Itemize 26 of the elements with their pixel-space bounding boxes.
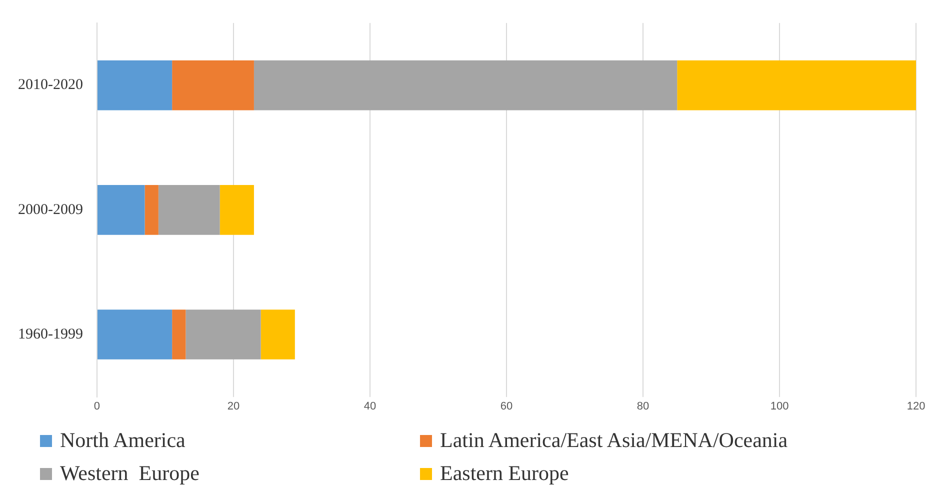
legend-label: Latin America/East Asia/MENA/Oceania <box>439 428 789 453</box>
bar <box>186 310 261 360</box>
legend-label: Eastern Europe <box>439 461 570 486</box>
x-tick-label: 0 <box>94 400 100 412</box>
bar <box>254 60 678 110</box>
x-tick-label: 80 <box>636 400 650 412</box>
bar <box>677 60 916 110</box>
y-tick-label: 2010-2020 <box>18 77 83 94</box>
bar <box>158 184 220 235</box>
legend-label: North America <box>59 428 186 453</box>
bar <box>97 310 172 360</box>
bar <box>260 310 295 360</box>
bar <box>172 310 186 360</box>
y-tick-label: 1960-1999 <box>18 326 83 342</box>
x-tick-label: 100 <box>770 400 789 412</box>
x-tick-label: 60 <box>500 400 513 412</box>
bar <box>97 184 145 235</box>
x-tick-label: 40 <box>364 400 376 412</box>
y-tick-label: 2000-2009 <box>18 202 83 218</box>
bar <box>144 184 158 235</box>
x-tick-label: 120 <box>906 400 926 412</box>
legend-label: Western Europe <box>59 461 200 486</box>
x-tick-label: 20 <box>227 400 240 412</box>
bar <box>97 60 172 110</box>
bar <box>220 184 254 235</box>
bar <box>172 60 254 110</box>
